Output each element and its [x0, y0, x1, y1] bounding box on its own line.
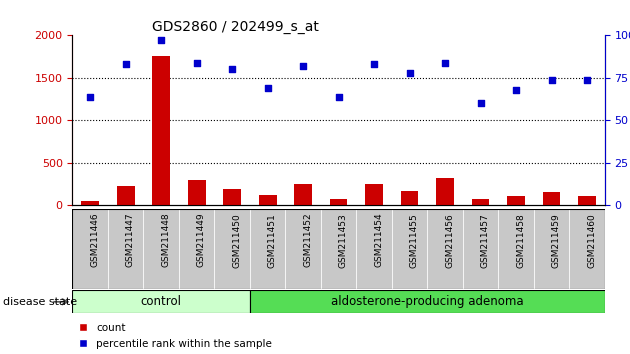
- Text: GSM211450: GSM211450: [232, 213, 241, 268]
- Text: GSM211452: GSM211452: [303, 213, 312, 268]
- Text: GSM211460: GSM211460: [587, 213, 596, 268]
- Bar: [365, 184, 383, 205]
- Point: [192, 60, 202, 65]
- Bar: [179, 209, 214, 289]
- Point: [263, 85, 273, 91]
- Legend: count, percentile rank within the sample: count, percentile rank within the sample: [77, 323, 272, 349]
- Bar: [357, 209, 392, 289]
- Point: [85, 94, 95, 99]
- Bar: [507, 196, 525, 205]
- Text: disease state: disease state: [3, 297, 77, 307]
- Bar: [81, 201, 99, 205]
- Text: GSM211457: GSM211457: [481, 213, 490, 268]
- Point: [227, 67, 237, 72]
- Bar: [578, 195, 596, 205]
- Point: [156, 38, 166, 43]
- Bar: [117, 186, 135, 205]
- Text: GSM211446: GSM211446: [90, 213, 99, 268]
- Bar: [152, 56, 170, 205]
- Bar: [542, 192, 561, 205]
- Bar: [188, 180, 205, 205]
- Bar: [285, 209, 321, 289]
- Bar: [392, 209, 427, 289]
- Bar: [223, 189, 241, 205]
- Text: GSM211458: GSM211458: [516, 213, 525, 268]
- Point: [369, 62, 379, 67]
- Bar: [144, 209, 179, 289]
- Point: [476, 101, 486, 106]
- Point: [298, 63, 308, 69]
- Text: GSM211447: GSM211447: [125, 213, 135, 268]
- Point: [582, 77, 592, 82]
- Text: GSM211448: GSM211448: [161, 213, 170, 268]
- Point: [404, 70, 415, 76]
- Bar: [570, 209, 605, 289]
- Point: [120, 62, 131, 67]
- Text: aldosterone-producing adenoma: aldosterone-producing adenoma: [331, 295, 524, 308]
- Bar: [534, 209, 570, 289]
- Text: GSM211454: GSM211454: [374, 213, 383, 268]
- Bar: [72, 290, 250, 313]
- Bar: [401, 191, 418, 205]
- Bar: [214, 209, 250, 289]
- Text: control: control: [140, 295, 181, 308]
- Bar: [108, 209, 144, 289]
- Bar: [427, 209, 463, 289]
- Text: GSM211459: GSM211459: [552, 213, 561, 268]
- Bar: [463, 209, 498, 289]
- Bar: [259, 195, 277, 205]
- Bar: [250, 209, 285, 289]
- Bar: [498, 209, 534, 289]
- Text: GSM211453: GSM211453: [338, 213, 348, 268]
- Point: [546, 77, 557, 82]
- Bar: [72, 209, 108, 289]
- Bar: [294, 184, 312, 205]
- Text: GSM211455: GSM211455: [410, 213, 418, 268]
- Point: [511, 87, 521, 93]
- Bar: [329, 199, 348, 205]
- Bar: [472, 199, 490, 205]
- Text: GDS2860 / 202499_s_at: GDS2860 / 202499_s_at: [152, 21, 319, 34]
- Point: [333, 94, 343, 99]
- Bar: [436, 178, 454, 205]
- Text: GSM211451: GSM211451: [268, 213, 277, 268]
- Point: [440, 60, 450, 65]
- Bar: [250, 290, 605, 313]
- Text: GSM211456: GSM211456: [445, 213, 454, 268]
- Text: GSM211449: GSM211449: [197, 213, 205, 268]
- Bar: [321, 209, 357, 289]
